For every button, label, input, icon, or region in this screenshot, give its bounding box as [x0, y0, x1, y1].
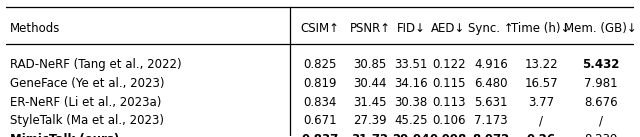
Text: 30.38: 30.38: [394, 96, 428, 109]
Text: FID↓: FID↓: [396, 22, 426, 35]
Text: 7.981: 7.981: [584, 77, 618, 90]
Text: Sync. ↑: Sync. ↑: [468, 22, 514, 35]
Text: /: /: [539, 114, 543, 127]
Text: 33.51: 33.51: [394, 58, 428, 71]
Text: 29.94: 29.94: [392, 133, 429, 137]
Text: 8.676: 8.676: [584, 96, 618, 109]
Text: 0.113: 0.113: [432, 96, 465, 109]
Text: 0.115: 0.115: [432, 77, 465, 90]
Text: 0.122: 0.122: [432, 58, 465, 71]
Text: 0.106: 0.106: [432, 114, 465, 127]
Text: 8.239: 8.239: [584, 133, 618, 137]
Text: Time (h)↓: Time (h)↓: [511, 22, 571, 35]
Text: CSIM↑: CSIM↑: [301, 22, 339, 35]
Text: 0.834: 0.834: [303, 96, 337, 109]
Text: 5.432: 5.432: [582, 58, 620, 71]
Text: ER-NeRF (Li et al., 2023a): ER-NeRF (Li et al., 2023a): [10, 96, 161, 109]
Text: 0.098: 0.098: [430, 133, 467, 137]
Text: 8.072: 8.072: [472, 133, 509, 137]
Text: 0.26: 0.26: [527, 133, 556, 137]
Text: 34.16: 34.16: [394, 77, 428, 90]
Text: 30.85: 30.85: [353, 58, 387, 71]
Text: 31.45: 31.45: [353, 96, 387, 109]
Text: 0.837: 0.837: [301, 133, 339, 137]
Text: 27.39: 27.39: [353, 114, 387, 127]
Text: 30.44: 30.44: [353, 77, 387, 90]
Text: 0.819: 0.819: [303, 77, 337, 90]
Text: PSNR↑: PSNR↑: [349, 22, 391, 35]
Text: MimicTalk (ours): MimicTalk (ours): [10, 133, 119, 137]
Text: 13.22: 13.22: [524, 58, 558, 71]
Text: 5.631: 5.631: [474, 96, 508, 109]
Text: 45.25: 45.25: [394, 114, 428, 127]
Text: 31.72: 31.72: [351, 133, 388, 137]
Text: 16.57: 16.57: [524, 77, 558, 90]
Text: RAD-NeRF (Tang et al., 2022): RAD-NeRF (Tang et al., 2022): [10, 58, 181, 71]
Text: Mem. (GB)↓: Mem. (GB)↓: [564, 22, 637, 35]
Text: 3.77: 3.77: [528, 96, 554, 109]
Text: 7.173: 7.173: [474, 114, 508, 127]
Text: AED↓: AED↓: [431, 22, 466, 35]
Text: Methods: Methods: [10, 22, 60, 35]
Text: GeneFace (Ye et al., 2023): GeneFace (Ye et al., 2023): [10, 77, 164, 90]
Text: 6.480: 6.480: [474, 77, 508, 90]
Text: StyleTalk (Ma et al., 2023): StyleTalk (Ma et al., 2023): [10, 114, 164, 127]
Text: 4.916: 4.916: [474, 58, 508, 71]
Text: 0.825: 0.825: [303, 58, 337, 71]
Text: /: /: [598, 114, 603, 127]
Text: 0.671: 0.671: [303, 114, 337, 127]
